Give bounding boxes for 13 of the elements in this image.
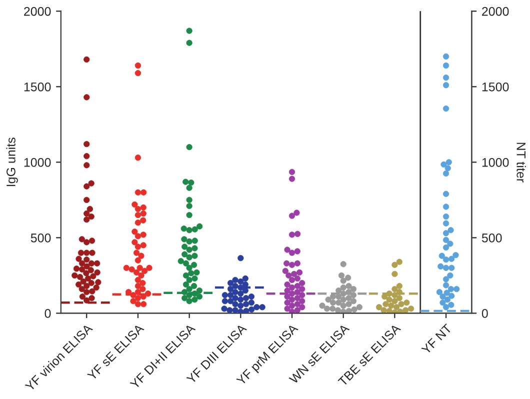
y-tick-label: 0 — [44, 309, 51, 318]
y2-tick-label: 500 — [482, 234, 502, 242]
y-tick-label: 1000 — [24, 158, 51, 167]
y2-tick-label: 1500 — [482, 82, 509, 92]
y-tick-label: 2000 — [24, 6, 51, 16]
y2-tick-label: 0 — [482, 309, 488, 318]
y-axis-title: IgG units — [6, 138, 18, 186]
y2-axis-title: NT titer — [516, 142, 526, 182]
x-tick-label: YF NT — [421, 323, 452, 355]
y2-tick-label: 2000 — [482, 6, 509, 16]
y-tick-label: 1500 — [24, 82, 51, 92]
y2-tick-label: 1000 — [482, 158, 509, 167]
y-tick-label: 500 — [30, 234, 51, 242]
